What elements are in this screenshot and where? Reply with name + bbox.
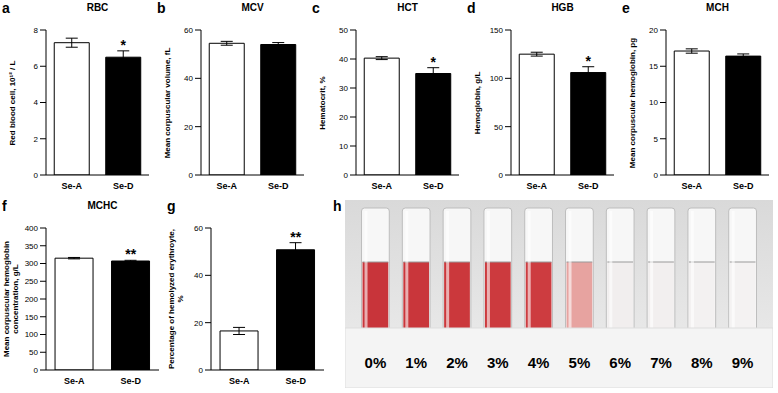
svg-text:6%: 6%	[609, 354, 631, 371]
html-text:RBC: RBC	[86, 2, 109, 13]
svg-text:1%: 1%	[405, 354, 427, 371]
svg-text:**: **	[290, 229, 301, 245]
svg-text:Se-D: Se-D	[113, 181, 134, 191]
html-text:a: a	[2, 0, 10, 16]
svg-text:0: 0	[199, 366, 204, 375]
svg-text:400: 400	[25, 224, 39, 233]
svg-text:15: 15	[649, 62, 658, 71]
html-text:MCH: MCH	[706, 2, 729, 13]
svg-text:0: 0	[189, 171, 194, 180]
html-text:Red blood cell, 10¹² / L: Red blood cell, 10¹² / L	[6, 60, 16, 145]
svg-text:10: 10	[649, 98, 658, 107]
svg-text:10: 10	[339, 142, 348, 151]
html-text:Hematocrit, %: Hematocrit, %	[316, 75, 326, 130]
svg-text:Se-D: Se-D	[120, 376, 141, 386]
svg-text:60: 60	[184, 26, 193, 35]
svg-text:2: 2	[34, 135, 39, 144]
svg-text:9%: 9%	[732, 354, 754, 371]
svg-text:Se-D: Se-D	[423, 181, 444, 191]
svg-text:4: 4	[34, 98, 39, 107]
svg-text:Se-A: Se-A	[681, 181, 702, 191]
svg-text:350: 350	[25, 242, 39, 251]
svg-text:60: 60	[194, 224, 203, 233]
html-text:h: h	[333, 198, 342, 214]
svg-text:**: **	[125, 246, 136, 262]
svg-text:50: 50	[29, 348, 38, 357]
svg-text:*: *	[431, 54, 437, 70]
svg-text:3%: 3%	[487, 354, 509, 371]
svg-text:0: 0	[344, 171, 349, 180]
svg-text:100: 100	[490, 74, 504, 83]
svg-text:4%: 4%	[528, 354, 550, 371]
svg-text:0: 0	[34, 366, 39, 375]
svg-text:40: 40	[184, 74, 193, 83]
html-text:MCV: MCV	[241, 2, 264, 13]
svg-text:150: 150	[25, 313, 39, 322]
svg-text:0%: 0%	[365, 354, 387, 371]
svg-text:7%: 7%	[650, 354, 672, 371]
svg-text:Se-A: Se-A	[61, 181, 82, 191]
svg-text:Se-D: Se-D	[268, 181, 289, 191]
svg-text:8: 8	[34, 26, 39, 35]
svg-text:30: 30	[339, 84, 348, 93]
svg-text:20: 20	[194, 319, 203, 328]
svg-text:0: 0	[34, 171, 39, 180]
svg-text:Se-D: Se-D	[285, 376, 306, 386]
svg-text:40: 40	[339, 55, 348, 64]
html-text:HCT: HCT	[397, 2, 418, 13]
html-text:b: b	[157, 0, 166, 16]
html-text:g: g	[167, 198, 176, 214]
svg-text:8%: 8%	[691, 354, 713, 371]
svg-text:*: *	[586, 53, 592, 69]
svg-text:200: 200	[25, 295, 39, 304]
svg-text:Se-A: Se-A	[526, 181, 547, 191]
svg-text:Se-A: Se-A	[216, 181, 237, 191]
svg-text:100: 100	[25, 330, 39, 339]
html-text:Mean corpuscular hemoglobin, p: Mean corpuscular hemoglobin, pg	[626, 37, 636, 168]
html-text:MCHC: MCHC	[87, 200, 118, 211]
svg-text:2%: 2%	[446, 354, 468, 371]
svg-text:5: 5	[654, 135, 659, 144]
html-text:d: d	[467, 0, 476, 16]
svg-text:6: 6	[34, 62, 39, 71]
html-text:HGB: HGB	[551, 2, 574, 13]
svg-text:50: 50	[339, 26, 348, 35]
html-text:c: c	[312, 0, 320, 16]
svg-text:0: 0	[654, 171, 659, 180]
html-text:Hemoglobin, g/L: Hemoglobin, g/L	[471, 71, 481, 134]
svg-text:0: 0	[499, 171, 504, 180]
html-text:Mean corpuscular hemoglobin co: Mean corpuscular hemoglobin concentratio…	[2, 241, 20, 357]
svg-text:Se-A: Se-A	[229, 376, 250, 386]
html-text:e: e	[622, 0, 630, 16]
svg-text:50: 50	[494, 123, 503, 132]
svg-text:20: 20	[649, 26, 658, 35]
html-text:Mean corpuscular volume, fL: Mean corpuscular volume, fL	[161, 47, 171, 158]
svg-text:*: *	[121, 37, 127, 53]
svg-text:Se-D: Se-D	[578, 181, 599, 191]
svg-text:250: 250	[25, 277, 39, 286]
html-text:f: f	[2, 198, 7, 214]
svg-text:5%: 5%	[569, 354, 591, 371]
svg-text:Se-D: Se-D	[733, 181, 754, 191]
html-text:Percentage of hemolyzed erythr: Percentage of hemolyzed erythroyte, %	[167, 229, 185, 369]
svg-text:300: 300	[25, 259, 39, 268]
svg-text:20: 20	[339, 113, 348, 122]
svg-text:20: 20	[184, 123, 193, 132]
svg-text:150: 150	[490, 26, 504, 35]
svg-text:Se-A: Se-A	[64, 376, 85, 386]
svg-text:Se-A: Se-A	[371, 181, 392, 191]
svg-text:40: 40	[194, 271, 203, 280]
